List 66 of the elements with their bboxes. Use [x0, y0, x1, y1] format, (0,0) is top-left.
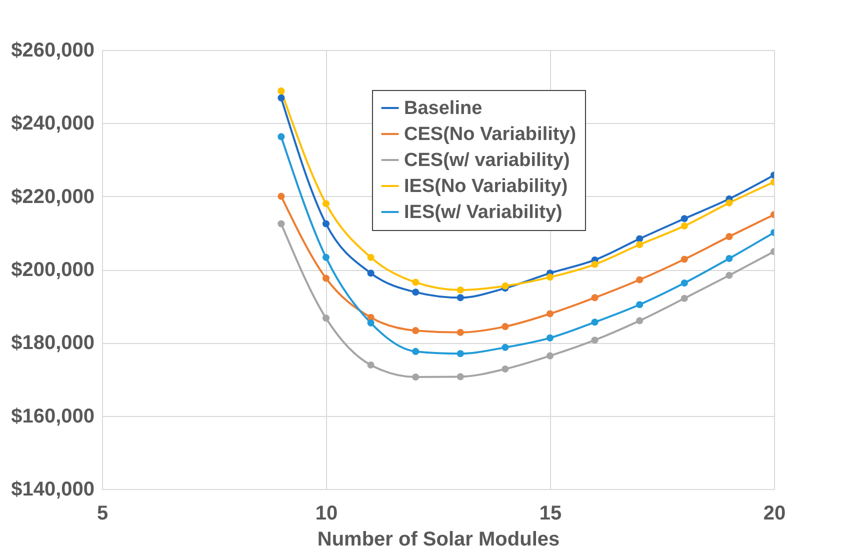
point — [412, 348, 420, 355]
legend-label: CES(w/ variability) — [404, 150, 570, 171]
point — [502, 282, 509, 290]
x-tick-label: 15 — [539, 502, 562, 524]
point — [680, 294, 688, 302]
point — [412, 327, 420, 334]
y-tick-label: $140,000 — [11, 478, 94, 500]
point — [726, 233, 733, 240]
point — [726, 272, 733, 279]
x-axis-title: Number of Solar Modules — [317, 528, 560, 550]
point — [412, 278, 420, 286]
point — [456, 373, 464, 380]
legend-label: Baseline — [404, 98, 482, 119]
point — [456, 294, 464, 302]
y-tick-label: $220,000 — [11, 186, 94, 208]
point — [591, 336, 598, 344]
point — [636, 241, 644, 248]
y-tick-label: $240,000 — [11, 112, 94, 135]
x-tick-label: 20 — [763, 502, 786, 524]
point — [591, 318, 598, 326]
point — [636, 317, 644, 324]
point — [367, 270, 374, 277]
point — [546, 274, 554, 281]
point — [367, 319, 374, 326]
point — [591, 260, 598, 268]
point — [636, 301, 644, 308]
point — [367, 361, 374, 369]
point — [456, 286, 464, 294]
point — [546, 352, 554, 360]
point — [591, 294, 598, 302]
point — [680, 215, 688, 222]
legend-label: IES(w/ Variability) — [404, 202, 562, 223]
point — [322, 254, 330, 261]
point — [278, 87, 285, 94]
point — [456, 328, 464, 336]
point — [680, 256, 688, 263]
point — [278, 220, 285, 228]
y-tick-label: $200,000 — [11, 259, 94, 281]
x-tick-label: 10 — [315, 502, 338, 524]
point — [726, 199, 733, 206]
x-tick-label: 5 — [96, 502, 108, 524]
legend-label: CES(No Variability) — [404, 124, 576, 145]
y-tick-label: $180,000 — [11, 332, 94, 354]
point — [322, 274, 330, 282]
point — [278, 192, 285, 200]
point — [502, 323, 509, 330]
legend-label: IES(No Variability) — [404, 176, 568, 197]
point — [322, 220, 330, 228]
point — [456, 350, 464, 358]
point — [322, 200, 330, 208]
point — [546, 310, 554, 318]
point — [680, 222, 688, 230]
point — [322, 314, 330, 322]
point — [502, 365, 509, 373]
point — [636, 276, 644, 284]
point — [278, 133, 285, 140]
point — [412, 288, 420, 296]
point — [502, 344, 509, 351]
y-tick-label: $160,000 — [11, 405, 94, 428]
point — [412, 374, 420, 381]
point — [726, 254, 733, 262]
y-tick-label: $260,000 — [11, 40, 94, 62]
point — [367, 254, 374, 261]
point — [680, 280, 688, 287]
point — [546, 334, 554, 342]
point — [278, 94, 285, 102]
